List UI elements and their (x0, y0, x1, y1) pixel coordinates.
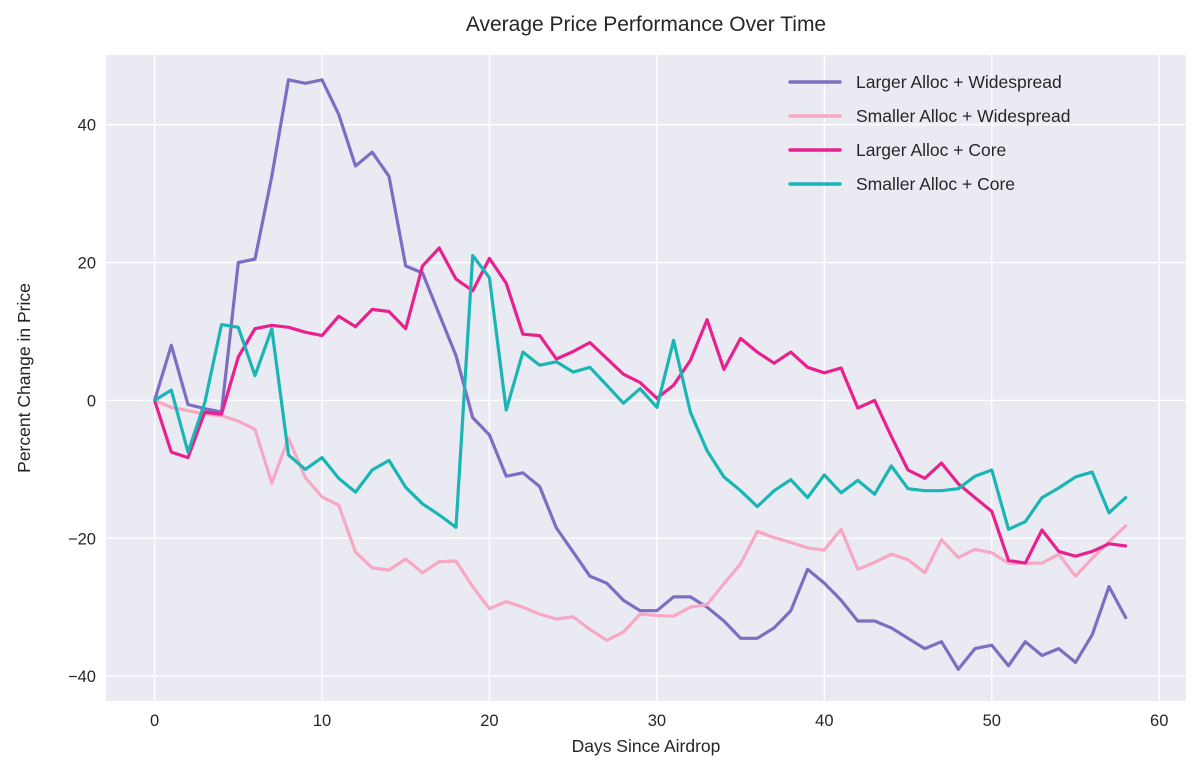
y-axis-label: Percent Change in Price (14, 283, 34, 473)
legend-item-0: Larger Alloc + Widespread (788, 72, 1062, 92)
legend-item-3: Smaller Alloc + Core (788, 174, 1015, 194)
x-tick-label: 60 (1150, 712, 1168, 730)
series-lines (153, 78, 1128, 671)
x-axis-label: Days Since Airdrop (572, 736, 721, 756)
x-tick-label: 10 (313, 712, 331, 730)
series-line-3 (153, 254, 1128, 531)
legend: Larger Alloc + Widespread Smaller Alloc +… (788, 72, 1070, 194)
x-tick-label: 30 (648, 712, 666, 730)
x-tick-label: 20 (480, 712, 498, 730)
legend-item-1: Smaller Alloc + Widespread (788, 106, 1070, 126)
legend-label: Larger Alloc + Core (856, 140, 1006, 160)
grid-lines (106, 55, 1186, 701)
legend-label: Smaller Alloc + Core (856, 174, 1015, 194)
legend-label: Smaller Alloc + Widespread (856, 106, 1070, 126)
plot-area (106, 55, 1186, 701)
chart-title: Average Price Performance Over Time (466, 13, 826, 36)
y-tick-label: 20 (78, 255, 96, 273)
legend-label: Larger Alloc + Widespread (856, 72, 1062, 92)
y-tick-label: −20 (68, 530, 96, 548)
y-tick-label: −40 (68, 668, 96, 686)
series-line-0 (153, 78, 1128, 671)
x-tick-label: 0 (150, 712, 159, 730)
x-tick-label: 50 (983, 712, 1001, 730)
x-tick-labels: 0 10 20 30 40 50 60 (150, 712, 1168, 730)
y-tick-labels: −40 −20 0 20 40 (68, 117, 96, 687)
y-tick-label: 40 (78, 117, 96, 135)
series-line-1 (153, 398, 1128, 642)
series-line-2 (153, 246, 1128, 565)
x-tick-label: 40 (815, 712, 833, 730)
legend-item-2: Larger Alloc + Core (788, 140, 1006, 160)
y-tick-label: 0 (87, 392, 96, 410)
